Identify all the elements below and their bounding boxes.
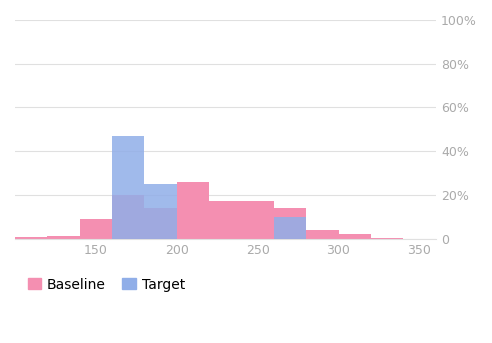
Bar bbox=[209, 201, 242, 239]
Bar bbox=[80, 219, 112, 239]
Bar bbox=[177, 182, 209, 239]
Bar bbox=[274, 217, 306, 239]
Bar bbox=[145, 208, 177, 239]
Bar bbox=[274, 208, 306, 239]
Bar bbox=[47, 236, 80, 239]
Bar bbox=[112, 136, 145, 239]
Bar bbox=[145, 184, 177, 239]
Bar bbox=[306, 230, 338, 239]
Bar bbox=[112, 195, 145, 239]
Legend: Baseline, Target: Baseline, Target bbox=[22, 272, 191, 297]
Bar bbox=[338, 234, 371, 239]
Bar bbox=[242, 201, 274, 239]
Bar bbox=[15, 237, 47, 239]
